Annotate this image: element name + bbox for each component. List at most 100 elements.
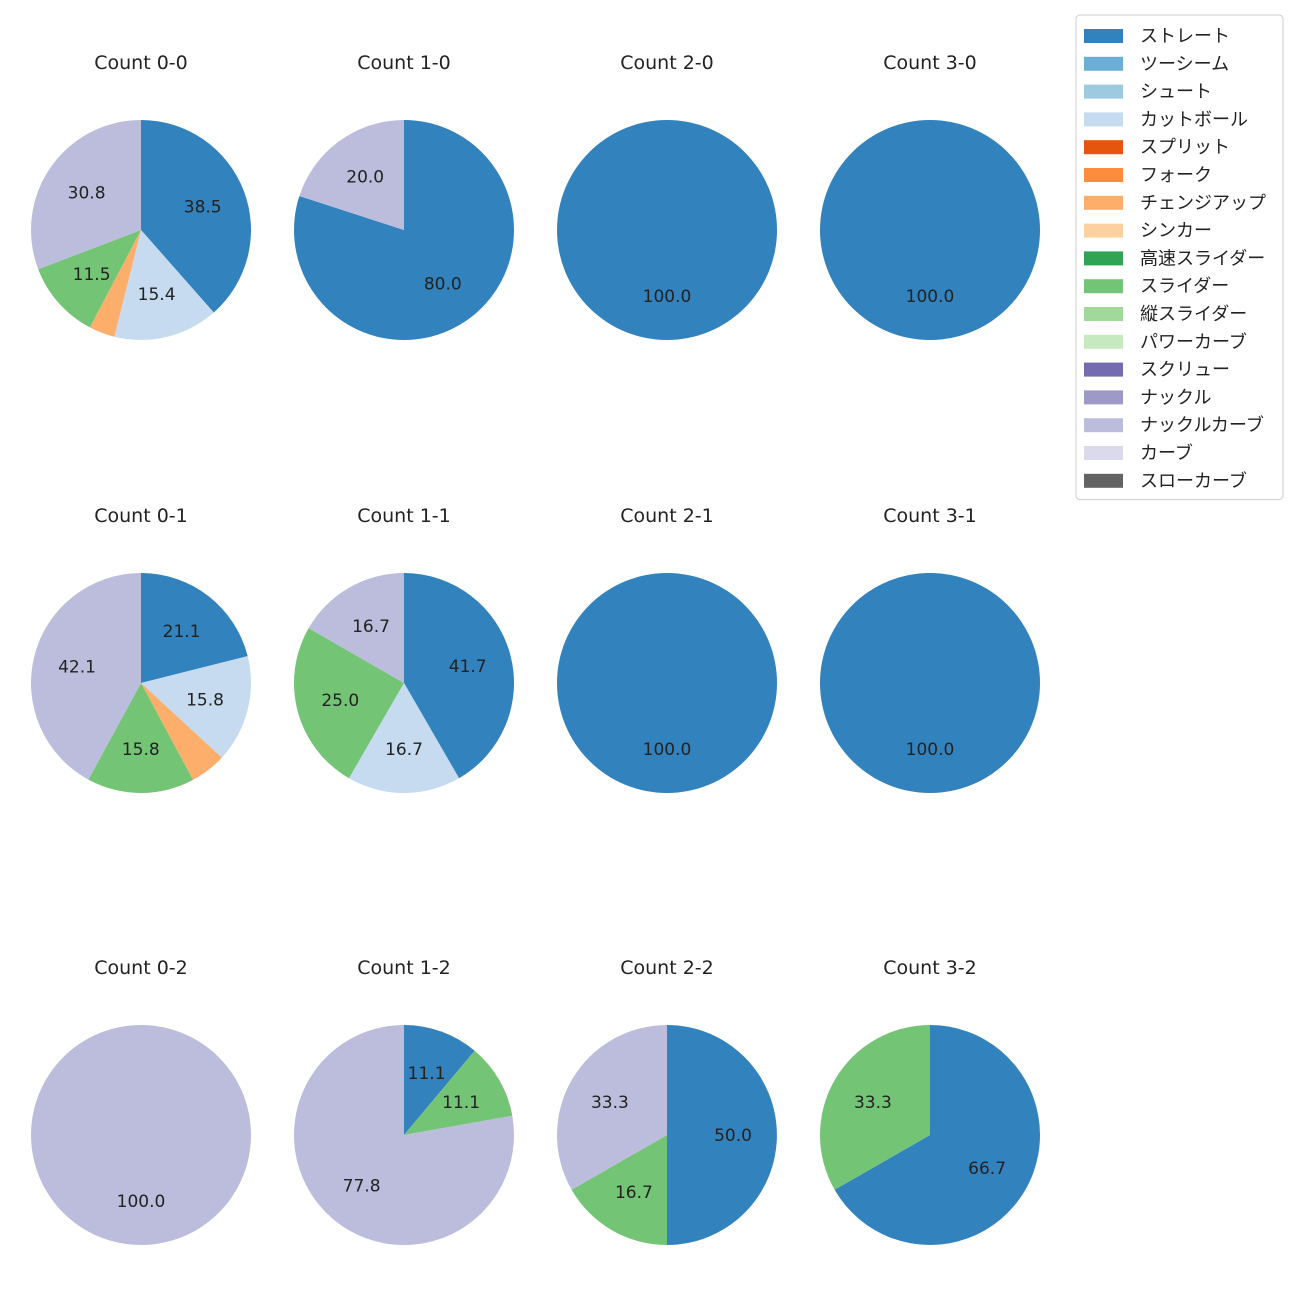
slice-percent-label: 11.1 [442, 1093, 480, 1113]
pie-slice [141, 683, 222, 780]
pie-slice [571, 1135, 667, 1245]
legend-item: シンカー [1084, 221, 1212, 242]
legend-swatch [1084, 112, 1123, 127]
slice-percent-label: 33.3 [591, 1093, 629, 1113]
pie-6: Count 1-1 41.7 16.7 25.0 16.7 [294, 505, 514, 793]
slice-percent-label: 15.8 [122, 740, 160, 760]
legend-item: 高速スライダー [1084, 248, 1265, 269]
legend-label: ナックルカーブ [1140, 414, 1264, 436]
legend-item: ナックルカーブ [1084, 414, 1264, 436]
legend-label: パワーカーブ [1140, 331, 1247, 353]
slice-percent-label: 100.0 [117, 1192, 166, 1212]
legend-frame [1075, 14, 1284, 501]
pie-slice [820, 573, 1040, 793]
slice-percent-label: 100.0 [906, 740, 955, 760]
pie-slice [834, 1025, 1040, 1245]
pie-7: Count 2-1 100.0 [557, 505, 777, 793]
legend-label: ナックル [1140, 387, 1211, 408]
pie-slice [294, 628, 404, 779]
slice-percent-label: 38.5 [184, 198, 222, 218]
pie-title: Count 1-2 [357, 957, 451, 979]
pie-slice [31, 1025, 251, 1245]
slice-percent-label: 25.0 [321, 691, 359, 711]
legend-item: ナックル [1084, 387, 1211, 408]
legend-swatch [1084, 140, 1123, 155]
legend-item: チェンジアップ [1084, 193, 1266, 214]
legend-item: スローカーブ [1084, 470, 1247, 492]
legend-swatch [1084, 223, 1123, 238]
legend-label: シンカー [1140, 221, 1212, 242]
pie-slice [30, 119, 141, 270]
pie-3: Count 2-0 100.0 [557, 52, 777, 340]
legend-item: ツーシーム [1084, 54, 1229, 75]
pie-title: Count 2-0 [620, 52, 714, 74]
slice-percent-label: 100.0 [643, 740, 692, 760]
pie-4: Count 3-0 100.0 [820, 52, 1040, 340]
legend-swatch [1084, 390, 1123, 405]
legend-swatch [1084, 251, 1123, 266]
slice-percent-label: 11.1 [408, 1064, 446, 1084]
pie-slice [88, 683, 194, 793]
slice-percent-label: 16.7 [352, 617, 390, 637]
legend-item: カーブ [1084, 442, 1193, 464]
slice-percent-label: 50.0 [714, 1126, 752, 1146]
legend-swatch [1084, 473, 1123, 488]
legend-item: スライダー [1084, 276, 1229, 297]
pie-slice [556, 1025, 667, 1190]
pie-title: Count 2-2 [620, 957, 714, 979]
legend-label: フォーク [1140, 165, 1212, 186]
legend-item: スプリット [1084, 137, 1230, 158]
legend: ストレートツーシームシュートカットボールスプリットフォークチェンジアップシンカー… [1075, 14, 1284, 501]
pie-title: Count 0-1 [94, 505, 188, 527]
legend-label: ストレート [1140, 26, 1230, 47]
pie-slice [557, 120, 777, 340]
legend-item: 縦スライダー [1084, 304, 1247, 325]
pie-title: Count 0-2 [94, 957, 188, 979]
pie-slice [38, 230, 141, 328]
slice-percent-label: 30.8 [68, 184, 106, 204]
slice-percent-label: 41.7 [449, 657, 487, 677]
slice-percent-label: 15.4 [138, 285, 176, 305]
pie-slice [293, 1025, 514, 1246]
legend-swatch [1084, 195, 1123, 210]
legend-item: スクリュー [1084, 360, 1230, 381]
pie-slice [308, 573, 404, 683]
pie-title: Count 2-1 [620, 505, 714, 527]
pie-slice [141, 573, 248, 683]
legend-swatch [1084, 56, 1123, 71]
pie-slice [141, 120, 251, 313]
legend-swatch [1084, 446, 1123, 460]
legend-label: スライダー [1140, 276, 1229, 297]
legend-label: 縦スライダー [1140, 304, 1247, 325]
slice-percent-label: 100.0 [906, 287, 955, 307]
slice-percent-label: 100.0 [643, 287, 692, 307]
pie-slice [404, 573, 514, 779]
pie-slice [141, 656, 252, 758]
legend-label: スプリット [1140, 137, 1230, 158]
pie-slice [404, 1050, 513, 1135]
pie-slice [89, 230, 141, 337]
pie-slice [299, 120, 404, 230]
pie-5: Count 0-1 21.1 15.8 15.8 42.1 [30, 505, 252, 793]
slice-percent-label: 77.8 [343, 1177, 381, 1197]
pie-slice [667, 1025, 777, 1245]
legend-item: シュート [1084, 82, 1212, 103]
slice-percent-label: 16.7 [385, 740, 423, 760]
legend-swatch [1084, 29, 1123, 43]
pie-9: Count 0-2 100.0 [31, 957, 251, 1245]
pie-11: Count 2-2 50.0 16.7 33.3 [556, 957, 777, 1245]
pie-slice [114, 230, 214, 340]
slice-percent-label: 15.8 [186, 690, 224, 710]
legend-item: フォーク [1084, 165, 1212, 186]
pie-title: Count 3-0 [883, 52, 977, 74]
pie-slice [557, 573, 777, 793]
legend-swatch [1084, 279, 1123, 294]
pie-title: Count 1-0 [357, 52, 451, 74]
legend-label: シュート [1140, 82, 1212, 103]
legend-item: カットボール [1084, 109, 1248, 130]
pie-title: Count 1-1 [357, 505, 451, 527]
legend-label: ツーシーム [1140, 54, 1229, 75]
legend-swatch [1084, 84, 1123, 99]
slice-percent-label: 21.1 [163, 622, 201, 642]
slice-percent-label: 11.5 [73, 265, 111, 285]
